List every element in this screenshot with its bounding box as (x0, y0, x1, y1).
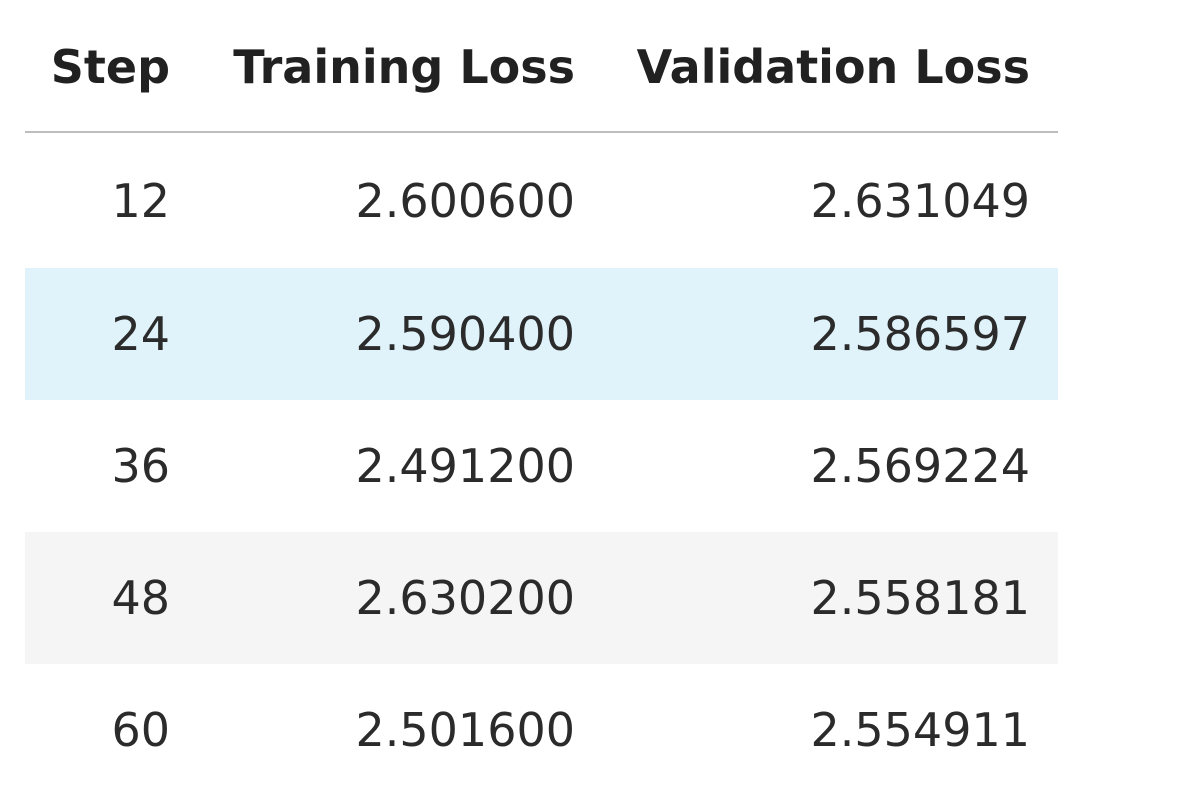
table-row[interactable]: 36 2.491200 2.569224 (25, 400, 1058, 532)
cell-validation-loss: 2.569224 (810, 439, 1031, 493)
cell-training-loss: 2.630200 (355, 571, 576, 625)
cell-validation-loss: 2.631049 (810, 173, 1031, 228)
column-header-training-loss[interactable]: Training Loss (233, 39, 575, 94)
cell-validation-loss: 2.554911 (810, 703, 1031, 757)
column-header-validation-loss[interactable]: Validation Loss (636, 39, 1030, 94)
training-metrics-table: Step Training Loss Validation Loss 12 2.… (25, 0, 1058, 796)
cell-validation-loss: 2.558181 (810, 571, 1031, 625)
table-row[interactable]: 12 2.600600 2.631049 (25, 133, 1058, 268)
cell-validation-loss: 2.586597 (810, 307, 1031, 361)
cell-step: 36 (111, 439, 170, 493)
table-row[interactable]: 24 2.590400 2.586597 (25, 268, 1058, 400)
cell-step: 24 (111, 307, 170, 361)
table-row[interactable]: 48 2.630200 2.558181 (25, 532, 1058, 664)
cell-training-loss: 2.590400 (355, 307, 576, 361)
cell-training-loss: 2.600600 (355, 173, 576, 228)
cell-step: 60 (111, 703, 170, 757)
table-row[interactable]: 60 2.501600 2.554911 (25, 664, 1058, 796)
column-header-step[interactable]: Step (50, 39, 170, 94)
cell-step: 48 (111, 571, 170, 625)
cell-training-loss: 2.501600 (355, 703, 576, 757)
cell-training-loss: 2.491200 (355, 439, 576, 493)
table-header-row: Step Training Loss Validation Loss (25, 0, 1058, 133)
cell-step: 12 (111, 173, 170, 228)
